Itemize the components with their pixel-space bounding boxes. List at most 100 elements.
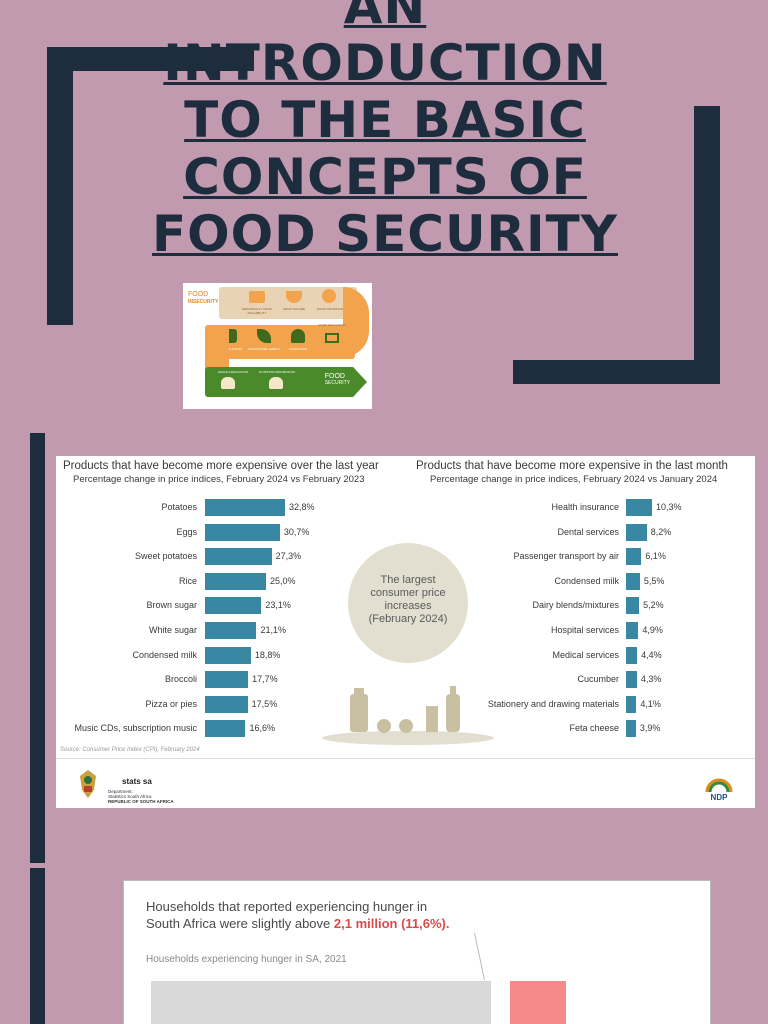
center-line: increases bbox=[384, 600, 432, 612]
step-label: NUTRITION PROMOTION bbox=[259, 370, 295, 374]
bar bbox=[205, 597, 262, 615]
value-label: 21,1% bbox=[260, 625, 286, 635]
step-label: CROP FAILURE bbox=[283, 307, 305, 311]
page-title: AN INTRODUCTION TO THE BASIC CONCEPTS OF… bbox=[130, 0, 640, 263]
infographic-logo: FOOD INSECURITY bbox=[188, 291, 218, 306]
side-rule-lower bbox=[30, 868, 45, 1024]
callout-line bbox=[474, 932, 485, 980]
hunger-highlight: 2,1 million (11,6%). bbox=[333, 916, 450, 931]
title-line: AN bbox=[343, 0, 427, 35]
bracket-right-horizontal bbox=[513, 360, 720, 384]
bracket-right-vertical bbox=[694, 106, 720, 384]
bar bbox=[205, 646, 251, 664]
bar bbox=[626, 597, 640, 615]
logo-top: FOOD bbox=[188, 291, 209, 298]
value-label: 23,1% bbox=[265, 600, 291, 611]
center-line: consumer price bbox=[370, 587, 446, 599]
value-label: 18,8% bbox=[254, 649, 281, 660]
bar bbox=[205, 720, 246, 738]
category-label: Sweet potatoes bbox=[134, 551, 197, 562]
value-label: 5,2% bbox=[643, 600, 664, 611]
ndp-text: NDP bbox=[711, 793, 729, 802]
category-label: Condensed milk bbox=[554, 575, 619, 586]
bar bbox=[205, 548, 272, 566]
value-label: 6,1% bbox=[645, 551, 666, 562]
hunger-line2: South Africa were slightly above 2,1 mil… bbox=[146, 915, 450, 932]
value-label: 4,4% bbox=[641, 649, 662, 660]
title-line: FOOD SECURITY bbox=[152, 205, 618, 263]
bar bbox=[205, 499, 285, 516]
leaf-icon bbox=[257, 329, 271, 343]
bar bbox=[626, 622, 639, 639]
hunger-line1: Households that reported experiencing hu… bbox=[146, 899, 428, 914]
category-label: Potatoes bbox=[161, 502, 197, 512]
category-label: Broccoli bbox=[164, 674, 197, 685]
category-label: Feta cheese bbox=[569, 723, 619, 734]
hunger-bar bbox=[510, 981, 566, 1024]
step-label: LANDSCAPE bbox=[288, 347, 308, 351]
logo-bottom: INSECURITY bbox=[188, 299, 219, 305]
hunger-panel: Households that reported experiencing hu… bbox=[123, 880, 711, 1024]
grocery-illustration bbox=[322, 686, 494, 745]
bracket-left-vertical bbox=[47, 47, 73, 325]
value-label: 32,8% bbox=[289, 502, 315, 512]
value-label: 17,7% bbox=[252, 674, 278, 685]
hunger-line2-prefix: South Africa were slightly above bbox=[146, 916, 334, 931]
step-label: NUTRITIONAL HABITS bbox=[248, 347, 280, 351]
bar bbox=[626, 720, 636, 738]
value-label: 10,3% bbox=[656, 502, 682, 512]
center-line: The largest bbox=[380, 574, 436, 586]
category-label: Dental services bbox=[557, 526, 619, 537]
category-label: Hospital services bbox=[550, 625, 619, 635]
bar bbox=[205, 695, 248, 713]
category-label: Eggs bbox=[176, 526, 197, 537]
plant-icon bbox=[291, 329, 305, 343]
people-icon bbox=[269, 377, 283, 389]
bar bbox=[205, 523, 280, 541]
category-label: Medical services bbox=[552, 649, 619, 660]
footer-divider bbox=[56, 758, 755, 759]
title-line: CONCEPTS OF bbox=[183, 148, 587, 206]
end-logo-top: FOOD bbox=[324, 373, 345, 380]
side-rule-upper bbox=[30, 433, 45, 863]
end-logo-bottom: SECURITY bbox=[324, 380, 350, 386]
value-label: 30,7% bbox=[283, 526, 310, 537]
households-bar bbox=[151, 981, 491, 1024]
arrow-tip bbox=[353, 367, 367, 397]
left-chart-title: Products that have become more expensive… bbox=[63, 460, 379, 472]
value-label: 4,3% bbox=[640, 674, 662, 685]
value-label: 4,1% bbox=[640, 698, 661, 709]
bar bbox=[205, 671, 249, 689]
value-label: 17,5% bbox=[251, 698, 278, 709]
dept-line: Department: bbox=[108, 789, 133, 794]
center-circle bbox=[348, 543, 468, 663]
bracket-left-horizontal bbox=[47, 47, 254, 71]
children-icon bbox=[221, 377, 235, 389]
department-text: Department: Statistics South Africa REPU… bbox=[108, 789, 174, 804]
bar bbox=[626, 523, 647, 541]
value-label: 8,2% bbox=[650, 526, 672, 537]
truck-icon bbox=[249, 291, 265, 303]
bar bbox=[626, 499, 652, 516]
category-label: Passenger transport by air bbox=[513, 551, 619, 562]
coat-of-arms-icon bbox=[80, 770, 96, 798]
category-label: Stationery and drawing materials bbox=[487, 698, 619, 709]
cart-icon bbox=[325, 333, 339, 343]
right-chart-title: Products that have become more expensive… bbox=[416, 460, 728, 472]
step-label: ERRATICALLY FOOD AVAILABILITY bbox=[242, 307, 272, 315]
bar bbox=[626, 646, 638, 664]
bar bbox=[205, 622, 257, 639]
category-label: Health insurance bbox=[551, 502, 619, 512]
value-label: 27,3% bbox=[275, 551, 302, 562]
value-label: 16,6% bbox=[249, 723, 276, 734]
title-line: INTRODUCTION bbox=[163, 34, 607, 92]
value-label: 3,9% bbox=[639, 723, 661, 734]
category-label: Rice bbox=[178, 575, 197, 586]
infographic-end-logo: FOOD SECURITY bbox=[325, 373, 350, 387]
category-label: Brown sugar bbox=[146, 600, 197, 611]
center-line: (February 2024) bbox=[368, 613, 448, 625]
category-label: White sugar bbox=[148, 625, 197, 635]
bar bbox=[626, 548, 642, 566]
value-label: 4,9% bbox=[642, 625, 663, 635]
category-label: Condensed milk bbox=[132, 649, 197, 660]
